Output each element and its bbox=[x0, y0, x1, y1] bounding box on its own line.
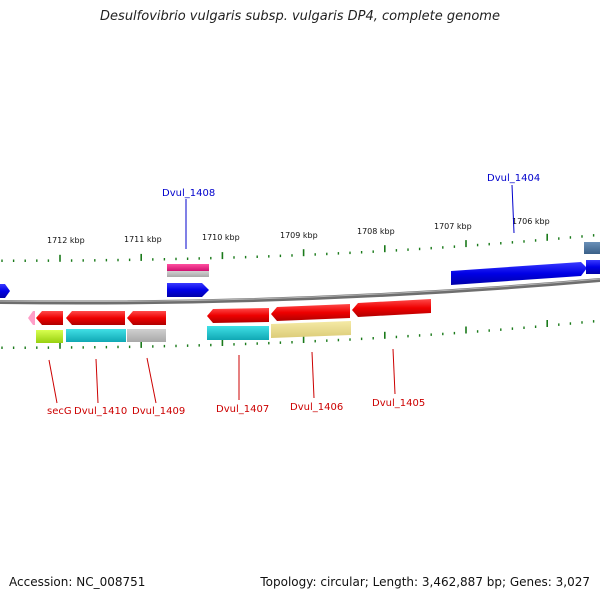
outer-scale-ticks bbox=[1, 233, 595, 262]
scale-label-1708: 1708 kbp bbox=[357, 227, 395, 236]
gene-block-pink[interactable] bbox=[167, 264, 209, 271]
gene-label-dvul1410[interactable]: Dvul_1410 bbox=[74, 406, 127, 417]
gene-label-secg[interactable]: secG bbox=[47, 406, 72, 417]
scale-label-1706: 1706 kbp bbox=[512, 217, 550, 226]
gene-block-grey-1[interactable] bbox=[127, 329, 166, 342]
gene-label-dvul1404[interactable]: Dvul_1404 bbox=[487, 173, 540, 184]
gene-label-dvul1409[interactable]: Dvul_1409 bbox=[132, 406, 185, 417]
scale-label-1709: 1709 kbp bbox=[280, 231, 318, 240]
accession-text: Accession: NC_008751 bbox=[9, 575, 146, 589]
gene-arrow-dvul1409[interactable] bbox=[127, 311, 166, 325]
gene-arrow-dvul1406[interactable] bbox=[271, 304, 350, 321]
inner-scale-ticks bbox=[1, 320, 595, 349]
reverse-genes bbox=[28, 299, 431, 343]
gene-block-steel[interactable] bbox=[584, 242, 600, 254]
gene-arrow-dvul1410[interactable] bbox=[66, 311, 125, 325]
gene-label-dvul1406[interactable]: Dvul_1406 bbox=[290, 402, 343, 413]
gene-arrow-edge-fwd[interactable] bbox=[0, 284, 10, 298]
gene-block-cyan-2[interactable] bbox=[207, 326, 269, 340]
forward-genes bbox=[0, 242, 600, 298]
gene-arrow-dvul1408[interactable] bbox=[167, 283, 209, 297]
gene-label-dvul1408[interactable]: Dvul_1408 bbox=[162, 188, 215, 199]
gene-block-cyan-1[interactable] bbox=[66, 329, 126, 342]
scale-label-1707: 1707 kbp bbox=[434, 222, 472, 231]
gene-label-dvul1407[interactable]: Dvul_1407 bbox=[216, 404, 269, 415]
gene-label-dvul1405[interactable]: Dvul_1405 bbox=[372, 398, 425, 409]
genome-backbone bbox=[0, 278, 600, 305]
genome-summary-text: Topology: circular; Length: 3,462,887 bp… bbox=[260, 575, 590, 589]
gene-arrow-dvul1405[interactable] bbox=[352, 299, 431, 317]
gene-block-lime[interactable] bbox=[36, 330, 63, 343]
gene-block-grey[interactable] bbox=[167, 271, 209, 277]
gene-arrow-dvul1404[interactable] bbox=[451, 262, 587, 285]
scale-label-1710: 1710 kbp bbox=[202, 233, 240, 242]
gene-arrow-pink-small[interactable] bbox=[28, 311, 35, 325]
map-title: Desulfovibrio vulgaris subsp. vulgaris D… bbox=[100, 9, 500, 24]
gene-block-yellow[interactable] bbox=[271, 321, 351, 338]
scale-label-1711: 1711 kbp bbox=[124, 235, 162, 244]
scale-label-1712: 1712 kbp bbox=[47, 236, 85, 245]
label-leaders bbox=[48, 184, 515, 404]
gene-arrow-secg[interactable] bbox=[36, 311, 63, 325]
gene-arrow-dvul1407[interactable] bbox=[207, 308, 269, 323]
gene-arrow-edge-right[interactable] bbox=[586, 260, 600, 274]
